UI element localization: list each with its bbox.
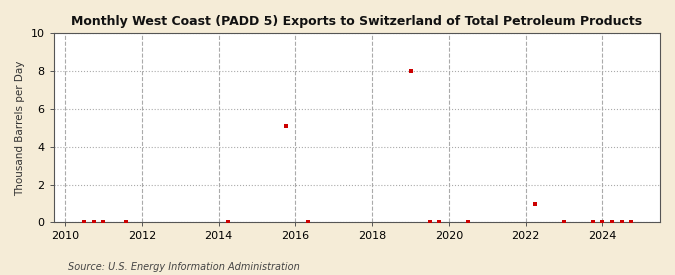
Point (559, 220, 570, 225)
Point (626, 220, 637, 225)
Point (597, 220, 608, 225)
Point (120, 220, 131, 225)
Point (616, 220, 627, 225)
Point (302, 220, 313, 225)
Point (223, 220, 234, 225)
Title: Monthly West Coast (PADD 5) Exports to Switzerland of Total Petroleum Products: Monthly West Coast (PADD 5) Exports to S… (72, 15, 643, 28)
Point (88, 220, 99, 225)
Point (607, 220, 618, 225)
Point (587, 220, 598, 225)
Point (462, 220, 473, 225)
Point (530, 201, 541, 206)
Point (425, 220, 435, 225)
Point (280, 124, 291, 128)
Point (98, 220, 109, 225)
Point (405, 69, 416, 73)
Y-axis label: Thousand Barrels per Day: Thousand Barrels per Day (15, 60, 25, 196)
Text: Source: U.S. Energy Information Administration: Source: U.S. Energy Information Administ… (68, 262, 299, 271)
Point (434, 220, 445, 225)
Point (79, 220, 90, 225)
